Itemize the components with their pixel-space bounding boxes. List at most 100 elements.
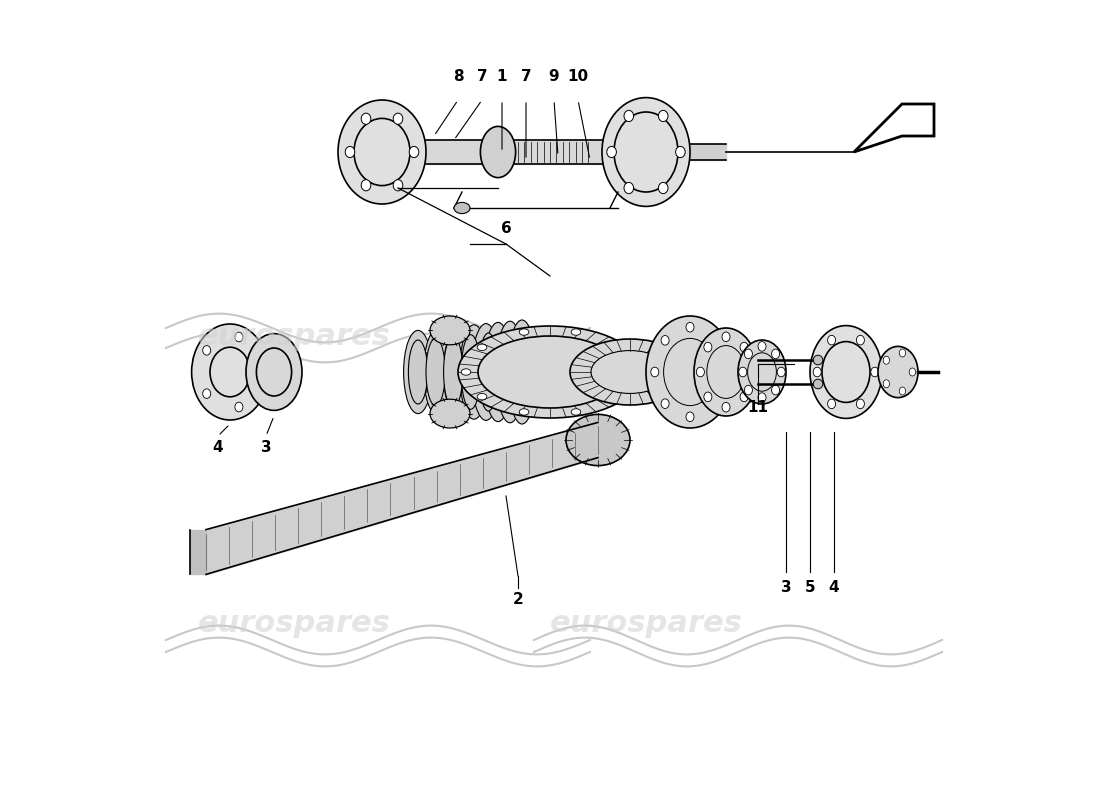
Ellipse shape — [771, 386, 780, 395]
Ellipse shape — [461, 334, 481, 410]
Ellipse shape — [443, 326, 472, 418]
Ellipse shape — [827, 335, 836, 345]
Ellipse shape — [477, 344, 487, 350]
Ellipse shape — [899, 349, 905, 357]
Ellipse shape — [738, 340, 786, 404]
Ellipse shape — [443, 337, 463, 407]
Ellipse shape — [899, 387, 905, 395]
Text: 11: 11 — [748, 400, 769, 415]
Ellipse shape — [409, 146, 419, 158]
Ellipse shape — [878, 346, 918, 398]
Ellipse shape — [711, 335, 719, 345]
Ellipse shape — [404, 330, 432, 414]
Ellipse shape — [472, 323, 500, 421]
Ellipse shape — [646, 316, 734, 428]
Ellipse shape — [519, 409, 529, 415]
Ellipse shape — [570, 339, 690, 405]
Ellipse shape — [624, 182, 634, 194]
Ellipse shape — [566, 414, 630, 466]
Text: eurospares: eurospares — [198, 610, 390, 638]
Ellipse shape — [624, 110, 634, 122]
Ellipse shape — [571, 409, 581, 415]
Ellipse shape — [393, 113, 403, 124]
Ellipse shape — [659, 110, 668, 122]
Text: 10: 10 — [568, 69, 588, 84]
Ellipse shape — [857, 335, 865, 345]
Ellipse shape — [686, 322, 694, 332]
Ellipse shape — [460, 325, 488, 419]
Ellipse shape — [771, 349, 780, 358]
Ellipse shape — [629, 369, 639, 375]
Text: 6: 6 — [500, 221, 512, 236]
Ellipse shape — [740, 392, 748, 402]
Ellipse shape — [478, 333, 498, 411]
Ellipse shape — [255, 367, 263, 377]
Ellipse shape — [739, 367, 747, 377]
Text: 5: 5 — [805, 580, 815, 595]
Ellipse shape — [519, 329, 529, 335]
Ellipse shape — [722, 332, 730, 342]
Ellipse shape — [454, 202, 470, 214]
Ellipse shape — [496, 321, 525, 422]
Text: eurospares: eurospares — [198, 322, 390, 350]
Ellipse shape — [758, 342, 766, 351]
Ellipse shape — [827, 399, 836, 409]
Ellipse shape — [613, 394, 623, 400]
Ellipse shape — [246, 334, 302, 410]
Ellipse shape — [602, 98, 690, 206]
Ellipse shape — [659, 182, 668, 194]
Text: 3: 3 — [781, 580, 791, 595]
Ellipse shape — [361, 113, 371, 124]
Ellipse shape — [810, 326, 882, 418]
Ellipse shape — [613, 344, 623, 350]
Ellipse shape — [661, 399, 669, 409]
Ellipse shape — [758, 393, 766, 402]
Ellipse shape — [484, 322, 513, 422]
Ellipse shape — [694, 328, 758, 416]
Text: 7: 7 — [476, 69, 487, 84]
Text: 4: 4 — [828, 580, 839, 595]
Ellipse shape — [871, 367, 879, 377]
Ellipse shape — [361, 180, 371, 191]
Ellipse shape — [883, 380, 890, 388]
Text: 1: 1 — [497, 69, 507, 84]
Ellipse shape — [507, 320, 537, 424]
Ellipse shape — [661, 335, 669, 345]
Ellipse shape — [722, 367, 729, 377]
Text: 8: 8 — [453, 69, 463, 84]
Ellipse shape — [235, 332, 243, 342]
Ellipse shape — [711, 399, 719, 409]
Ellipse shape — [202, 346, 211, 355]
Ellipse shape — [424, 328, 452, 416]
Ellipse shape — [481, 126, 516, 178]
Text: eurospares: eurospares — [550, 610, 742, 638]
Ellipse shape — [477, 394, 487, 400]
Ellipse shape — [883, 356, 890, 364]
Ellipse shape — [235, 402, 243, 412]
Ellipse shape — [338, 100, 426, 204]
Ellipse shape — [426, 338, 446, 406]
Ellipse shape — [813, 355, 823, 365]
Text: 9: 9 — [549, 69, 559, 84]
Ellipse shape — [651, 367, 659, 377]
Ellipse shape — [745, 386, 752, 395]
Text: 3: 3 — [261, 440, 272, 455]
Ellipse shape — [857, 399, 865, 409]
Ellipse shape — [748, 367, 756, 377]
Ellipse shape — [910, 368, 915, 376]
Ellipse shape — [813, 379, 823, 389]
Polygon shape — [854, 104, 934, 152]
Ellipse shape — [813, 367, 822, 377]
Ellipse shape — [778, 367, 785, 377]
Ellipse shape — [408, 340, 428, 404]
Ellipse shape — [696, 367, 704, 377]
Text: 7: 7 — [520, 69, 531, 84]
Ellipse shape — [607, 146, 616, 158]
Ellipse shape — [393, 180, 403, 191]
Ellipse shape — [202, 389, 211, 398]
Ellipse shape — [461, 369, 471, 375]
Ellipse shape — [430, 316, 470, 345]
Ellipse shape — [686, 412, 694, 422]
Ellipse shape — [191, 324, 268, 420]
Ellipse shape — [675, 146, 685, 158]
